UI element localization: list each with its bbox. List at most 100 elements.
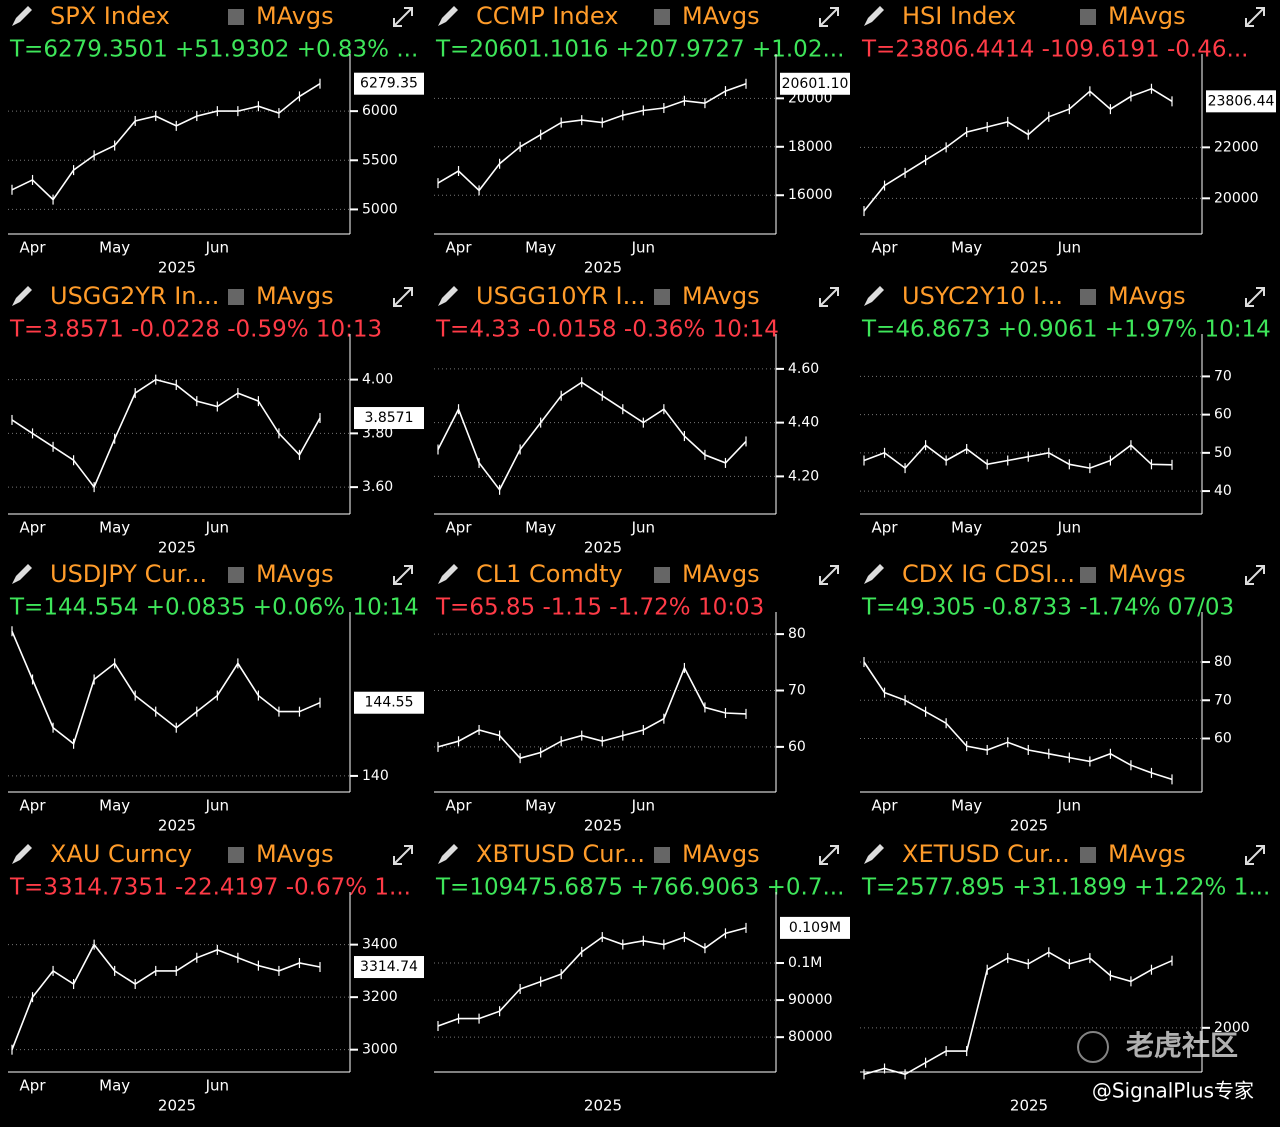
y-tick-label: 4.60 [788, 361, 819, 377]
y-tick-label: 4.40 [788, 415, 819, 431]
chart-subtitle: T=3.8571 -0.0228 -0.59% 10:13 [9, 317, 382, 343]
x-axis-label: 2025 [1010, 817, 1048, 835]
x-tick-label: Apr [872, 519, 899, 537]
y-tick-label: 3200 [362, 989, 398, 1005]
expand-icon[interactable] [393, 7, 413, 27]
last-value-label: 0.109M [789, 920, 841, 936]
chart-panel: USGG10YR I... MAvgs T=4.33 -0.0158 -0.36% … [434, 282, 839, 557]
chart-panel: XBTUSD Cur... MAvgs T=109475.6875 +766.906… [434, 840, 850, 1115]
y-tick-label: 60 [788, 739, 806, 755]
legend-swatch [1080, 289, 1096, 305]
legend-swatch [1080, 567, 1096, 583]
chart-title: CDX IG CDSI... [902, 560, 1075, 588]
last-value-box [1206, 90, 1276, 113]
chart-subtitle: T=23806.4414 -109.6191 -0.46... [861, 37, 1248, 63]
last-value-label: 6279.35 [360, 76, 418, 92]
expand-icon[interactable] [1245, 7, 1265, 27]
y-tick-label: 80000 [788, 1029, 833, 1045]
x-tick-label: Jun [205, 1077, 229, 1095]
chart-title: USYC2Y10 I... [902, 282, 1063, 310]
x-axis-label: 2025 [158, 1097, 196, 1115]
y-tick-label: 50 [1214, 445, 1232, 461]
edit-icon [864, 286, 884, 306]
expand-icon[interactable] [393, 565, 413, 585]
price-line [11, 943, 321, 1050]
x-tick-label: Jun [631, 519, 655, 537]
x-tick-label: Jun [205, 797, 229, 815]
chart-panel: CL1 Comdty MAvgs T=65.85 -1.15 -1.72% 10:0… [434, 560, 839, 835]
y-tick-label: 5500 [362, 152, 398, 168]
expand-icon[interactable] [1245, 287, 1265, 307]
edit-icon [438, 6, 458, 26]
expand-icon[interactable] [1245, 565, 1265, 585]
last-value-box [780, 72, 850, 95]
expand-icon[interactable] [393, 845, 413, 865]
expand-icon[interactable] [819, 845, 839, 865]
legend-swatch [1080, 847, 1096, 863]
expand-icon[interactable] [393, 287, 413, 307]
edit-icon [864, 6, 884, 26]
chart-panel: XAU Curncy MAvgs T=3314.7351 -22.4197 -0.6… [8, 840, 424, 1115]
x-axis-label: 2025 [1010, 539, 1048, 557]
legend-label: MAvgs [682, 840, 760, 868]
price-line [437, 665, 747, 760]
x-tick-label: May [99, 519, 130, 537]
watermark-author: @SignalPlus专家 [1092, 1079, 1254, 1103]
chart-subtitle: T=4.33 -0.0158 -0.36% 10:14 [435, 317, 779, 343]
expand-icon[interactable] [819, 287, 839, 307]
legend-label: MAvgs [682, 560, 760, 588]
chart-subtitle: T=3314.7351 -22.4197 -0.67% 1... [9, 875, 411, 901]
y-tick-label: 22000 [1214, 139, 1259, 155]
chart-title: CCMP Index [476, 2, 618, 30]
y-tick-label: 3.80 [362, 425, 393, 441]
x-tick-label: May [951, 239, 982, 257]
price-line [437, 381, 747, 492]
x-tick-label: May [99, 239, 130, 257]
legend-label: MAvgs [256, 840, 334, 868]
x-tick-label: Jun [631, 239, 655, 257]
x-tick-label: Apr [446, 239, 473, 257]
legend-swatch [1080, 9, 1096, 25]
chart-title: SPX Index [50, 2, 170, 30]
x-axis-label: 2025 [584, 1097, 622, 1115]
price-line [863, 87, 1173, 212]
y-tick-label: 3.60 [362, 479, 393, 495]
y-tick-label: 80 [1214, 654, 1232, 670]
expand-icon[interactable] [819, 565, 839, 585]
chart-title: XAU Curncy [50, 840, 192, 868]
last-value-box [354, 691, 424, 714]
legend-label: MAvgs [1108, 840, 1186, 868]
legend-label: MAvgs [256, 282, 334, 310]
legend-label: MAvgs [1108, 560, 1186, 588]
legend-label: MAvgs [682, 2, 760, 30]
y-tick-label: 40 [1214, 483, 1232, 499]
y-tick-label: 16000 [788, 187, 833, 203]
x-tick-label: Jun [1057, 797, 1081, 815]
last-value-label: 23806.44 [1208, 93, 1275, 109]
chart-panel: CCMP Index MAvgs T=20601.1016 +207.9727 +1… [434, 2, 850, 277]
expand-icon[interactable] [819, 7, 839, 27]
x-tick-label: Apr [446, 797, 473, 815]
edit-icon [12, 844, 32, 864]
edit-icon [12, 6, 32, 26]
y-tick-label: 4.20 [788, 468, 819, 484]
y-tick-label: 20000 [1214, 190, 1259, 206]
legend-label: MAvgs [682, 282, 760, 310]
y-tick-label: 140 [362, 768, 389, 784]
chart-panel: USYC2Y10 I... MAvgs T=46.8673 +0.9061 +1.9… [860, 282, 1271, 557]
legend-swatch [654, 289, 670, 305]
x-tick-label: Apr [872, 797, 899, 815]
price-line [11, 630, 321, 746]
price-line [863, 444, 1173, 470]
expand-icon[interactable] [1245, 845, 1265, 865]
legend-swatch [654, 9, 670, 25]
x-tick-label: Apr [20, 1077, 47, 1095]
price-line [863, 661, 1173, 781]
y-tick-label: 60 [1214, 730, 1232, 746]
x-axis-label: 2025 [1010, 1097, 1048, 1115]
edit-icon [864, 844, 884, 864]
y-tick-label: 70 [788, 682, 806, 698]
last-value-box [354, 72, 424, 95]
x-tick-label: Apr [20, 239, 47, 257]
